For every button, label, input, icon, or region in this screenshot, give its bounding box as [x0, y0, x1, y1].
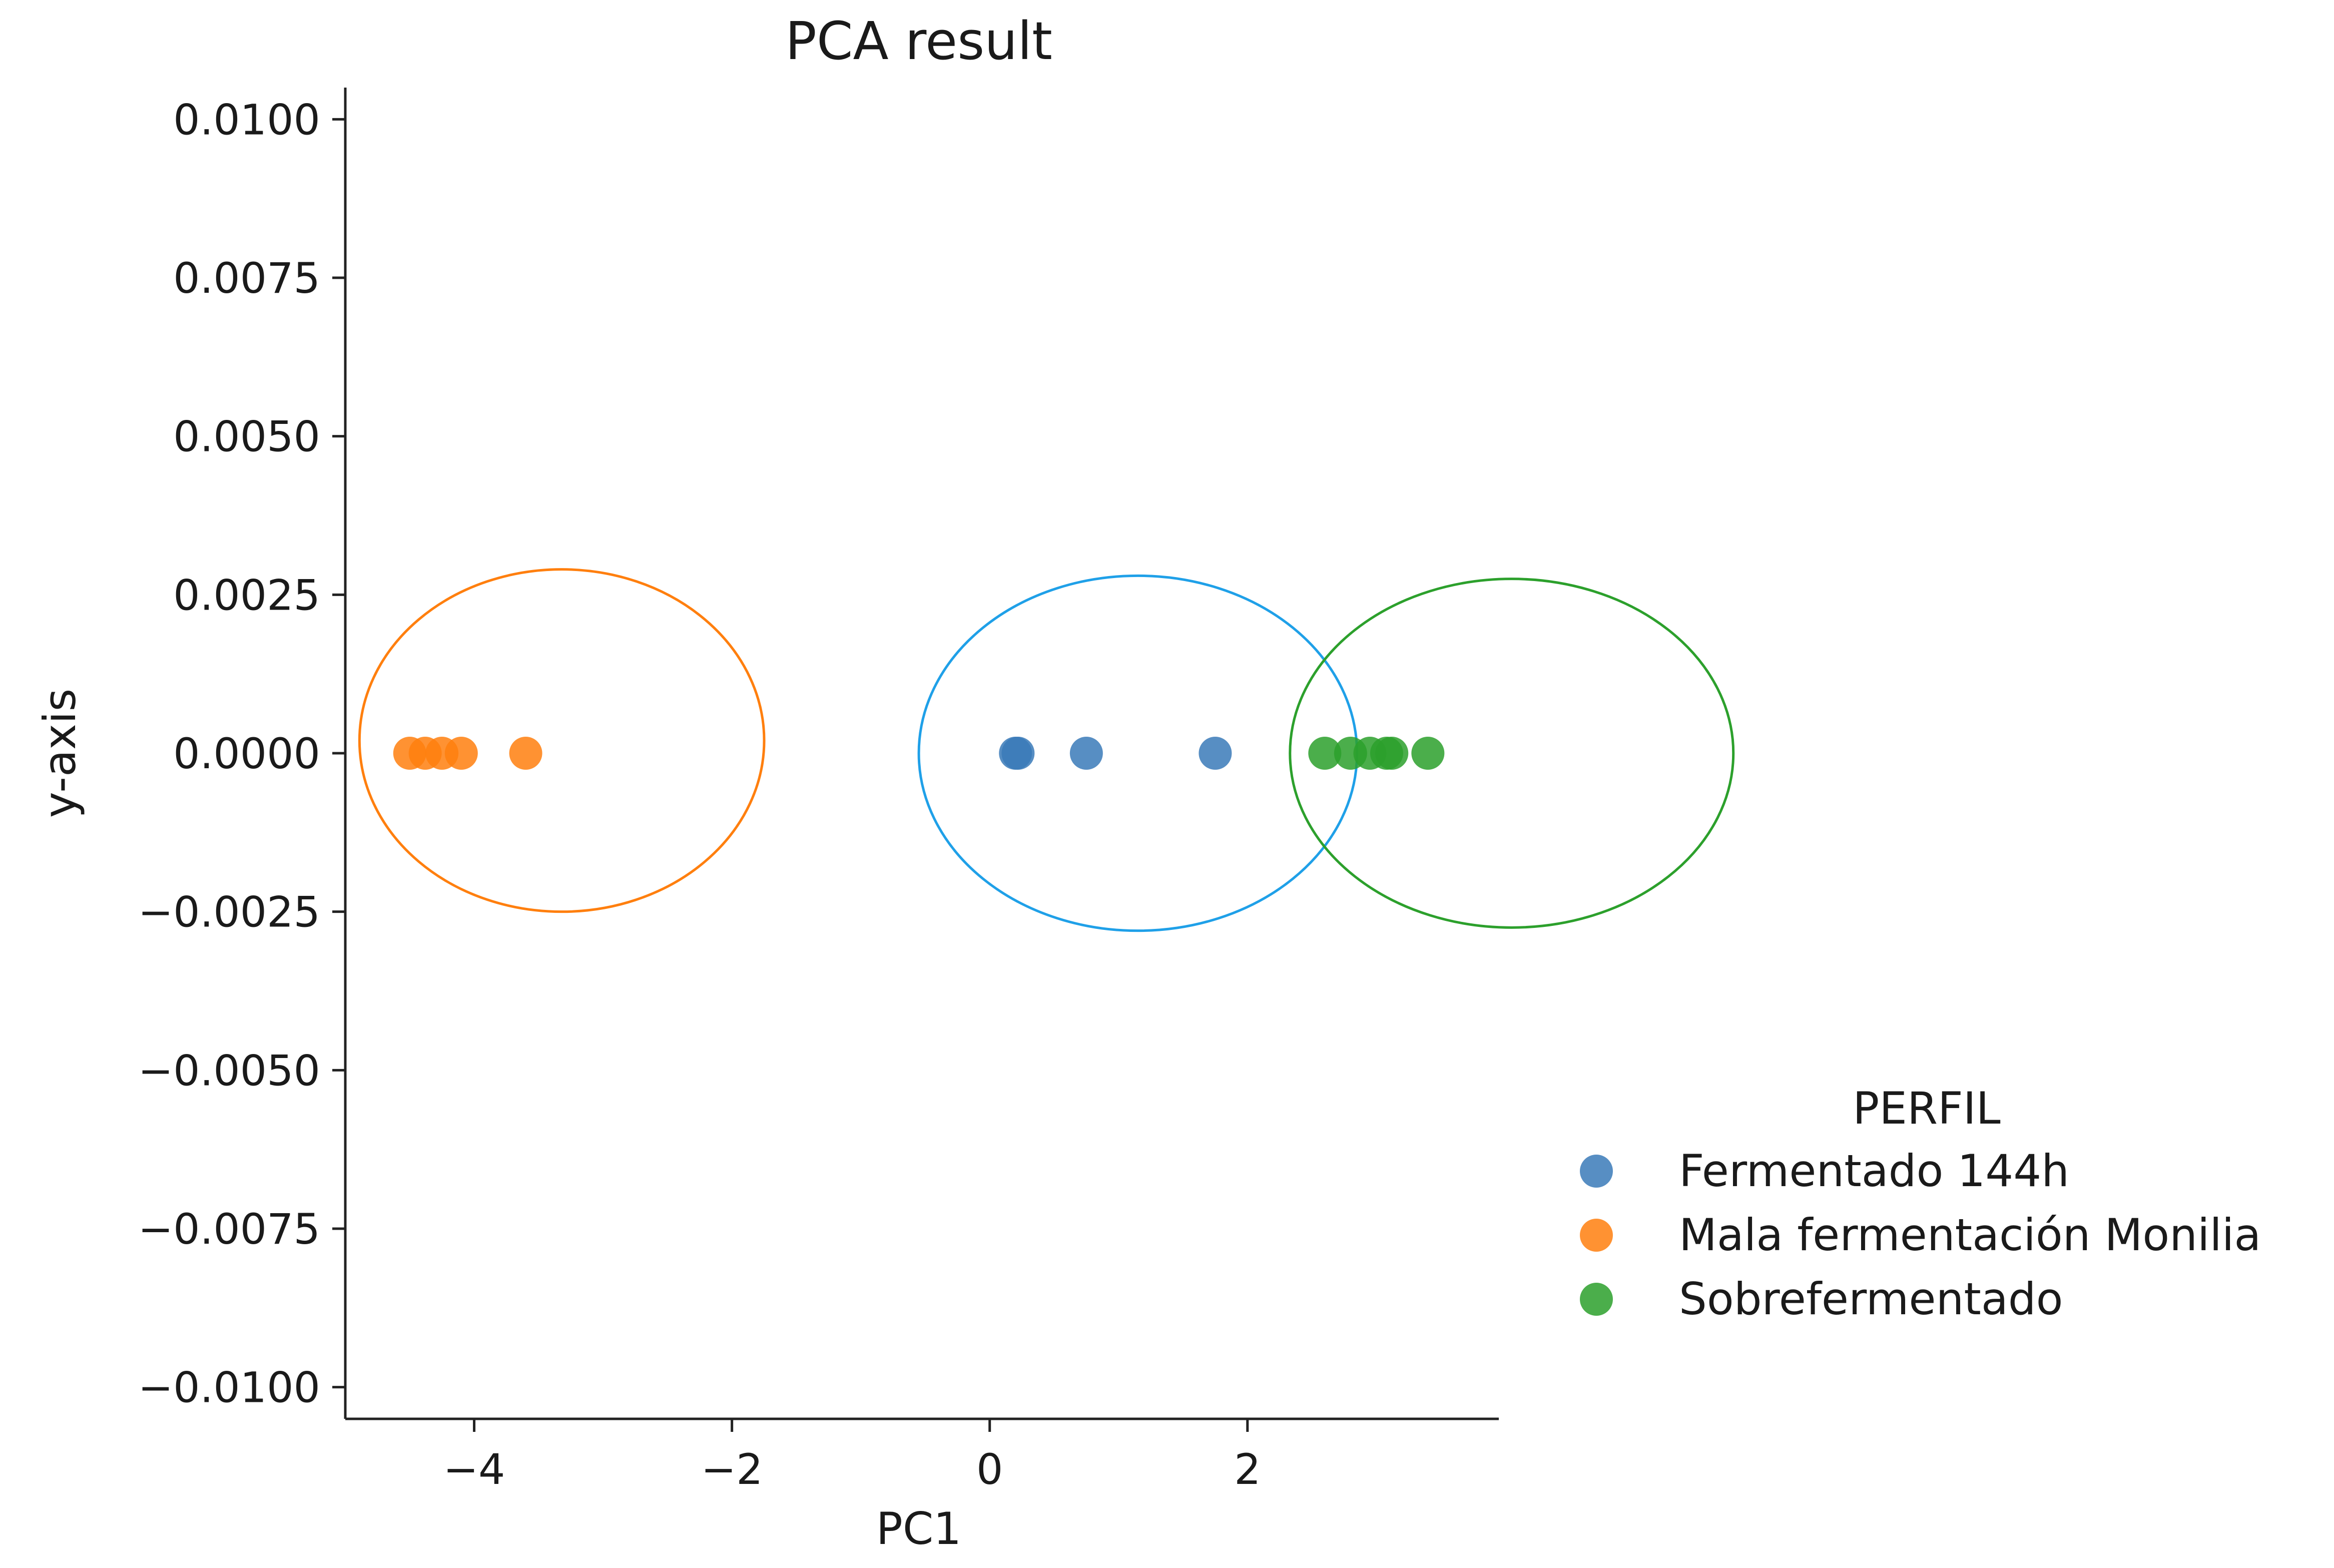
legend-entry-label: Mala fermentación Monilia: [1679, 1209, 2261, 1261]
y-tick-label: −0.0025: [138, 888, 320, 937]
chart-title: PCA result: [785, 11, 1052, 72]
data-point: [1001, 737, 1035, 770]
y-tick-label: 0.0050: [173, 412, 320, 461]
y-tick-label: −0.0100: [138, 1363, 320, 1412]
legend: Fermentado 144h Mala fermentación Monilia…: [1580, 1145, 2261, 1325]
y-tick-label: 0.0100: [173, 95, 320, 144]
x-tick-label: −2: [701, 1445, 763, 1494]
legend-title: PERFIL: [1853, 1083, 2000, 1134]
y-tick-label: 0.0000: [173, 729, 320, 778]
confidence-ellipse: [917, 574, 1359, 932]
data-point: [1069, 737, 1103, 770]
x-tick-label: −4: [443, 1445, 505, 1494]
y-tick-label: −0.0075: [138, 1205, 320, 1254]
confidence-ellipse: [1289, 578, 1735, 929]
y-tick-label: −0.0050: [138, 1046, 320, 1095]
data-point: [1411, 737, 1445, 770]
data-point: [1199, 737, 1232, 770]
confidence-ellipse: [358, 568, 766, 913]
data-point: [1308, 737, 1342, 770]
data-point: [509, 737, 542, 770]
plot-area: 0.0100 0.0075 0.0050 0.0025 0.0000 −0.0025 −0.…: [138, 88, 1735, 1494]
data-point: [444, 737, 478, 770]
legend-entry-label: Sobrefermentado: [1679, 1273, 2063, 1325]
legend-marker: [1580, 1219, 1613, 1252]
x-axis-label: PC1: [876, 1503, 962, 1554]
x-tick-label: 2: [1234, 1445, 1261, 1494]
y-axis-label: y-axis: [34, 689, 86, 818]
legend-entry-label: Fermentado 144h: [1679, 1145, 2069, 1197]
x-tick-label: 0: [976, 1445, 1003, 1494]
y-tick-label: 0.0075: [173, 254, 320, 303]
legend-marker: [1580, 1155, 1613, 1188]
y-tick-label: 0.0025: [173, 571, 320, 620]
legend-marker: [1580, 1283, 1613, 1316]
data-point: [1375, 737, 1409, 770]
